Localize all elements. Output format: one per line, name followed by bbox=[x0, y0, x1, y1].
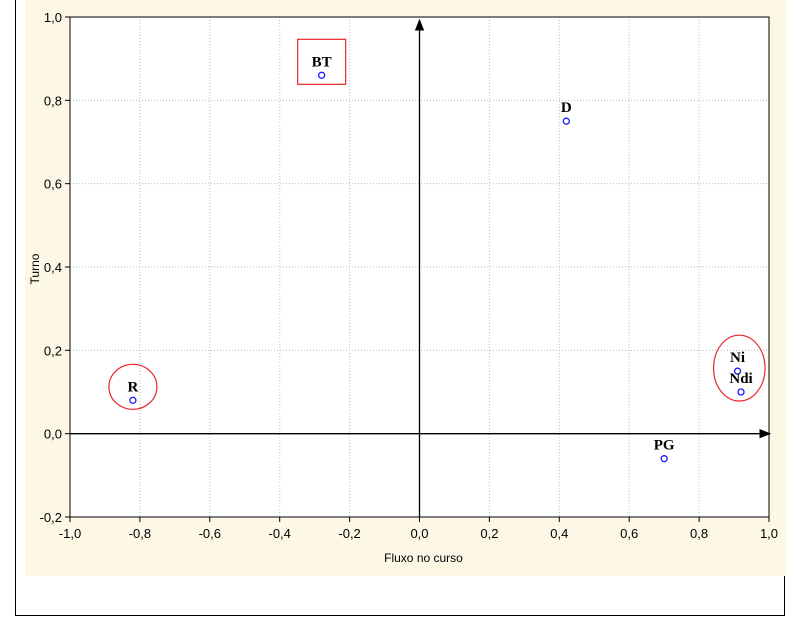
point-label-bt: BT bbox=[312, 54, 332, 70]
x-tick-label: -0,8 bbox=[129, 526, 151, 541]
y-tick-label: 0,0 bbox=[44, 427, 62, 442]
point-marker-r bbox=[129, 396, 137, 404]
point-marker-pg bbox=[660, 455, 668, 463]
y-tick-label: 0,4 bbox=[44, 260, 62, 275]
point-label-ndi: Ndi bbox=[729, 371, 752, 387]
x-axis-title: Fluxo no curso bbox=[384, 551, 463, 565]
x-tick-label: -0,6 bbox=[199, 526, 221, 541]
point-marker-bt bbox=[317, 71, 326, 79]
highlight-ellipse-ni-ndi bbox=[712, 334, 766, 402]
y-tick-label: 0,2 bbox=[44, 343, 62, 358]
x-tick-label: 0,4 bbox=[550, 526, 568, 541]
y-tick-label: 1,0 bbox=[44, 10, 62, 25]
point-label-ni: Ni bbox=[730, 350, 745, 366]
point-label-d: D bbox=[561, 100, 572, 116]
x-tick-label: -0,4 bbox=[268, 526, 290, 541]
x-tick-label: 0,2 bbox=[480, 526, 498, 541]
y-tick-label: -0,2 bbox=[40, 510, 62, 525]
point-label-pg: PG bbox=[654, 438, 675, 454]
x-tick-label: 0,6 bbox=[620, 526, 638, 541]
highlight-box-bt bbox=[297, 38, 347, 85]
x-tick-label: -0,2 bbox=[338, 526, 360, 541]
y-tick-label: 0,6 bbox=[44, 177, 62, 192]
x-tick-label: -1,0 bbox=[59, 526, 81, 541]
y-tick-label: 0,8 bbox=[44, 93, 62, 108]
point-marker-d bbox=[562, 117, 570, 125]
chart-panel: -1,0 -0,8 -0,6 -0,4 -0,2 0,0 0,2 0,4 0,6 0,8 1,0 -0… bbox=[25, 0, 786, 576]
point-marker-ni bbox=[733, 367, 742, 375]
point-marker-ndi bbox=[737, 388, 745, 396]
point-label-r: R bbox=[127, 379, 138, 395]
x-tick-label: 0,8 bbox=[690, 526, 708, 541]
highlight-ellipse-r bbox=[108, 363, 158, 410]
x-tick-label: 0,0 bbox=[410, 526, 428, 541]
scatter-chart: -1,0 -0,8 -0,6 -0,4 -0,2 0,0 0,2 0,4 0,6 0,8 1,0 -0… bbox=[28, 10, 778, 565]
y-axis-title: Turno bbox=[28, 253, 42, 284]
x-tick-label: 1,0 bbox=[760, 526, 778, 541]
